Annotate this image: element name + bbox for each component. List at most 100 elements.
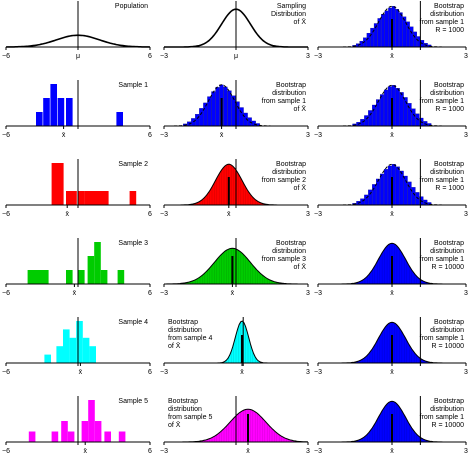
bar-s1-5	[116, 112, 123, 126]
bar-bs-r3-6	[376, 178, 381, 206]
bar-bs-r1-12	[395, 9, 400, 48]
tick-label-s4-2: 6	[148, 369, 152, 376]
bar-bs-r1-16	[409, 26, 414, 48]
label-bs5-3: of X̄	[168, 421, 181, 429]
bar-bs1-12	[231, 95, 236, 127]
tick-label-s3-0: −6	[2, 290, 10, 297]
panel-s5: −6 x̄ 6 Sample 5	[2, 396, 152, 455]
tick-label-bs-r1-0: −3	[314, 53, 322, 60]
tick-label-s4-0: −6	[2, 369, 10, 376]
tick-label-bs2-1: x̄	[227, 211, 231, 218]
bar-bs-r1-9	[384, 10, 389, 48]
bar-s5-8	[118, 431, 126, 442]
tick-label-bs4-2: 3	[306, 369, 310, 376]
tick-label-bs1-1: x̄	[220, 132, 224, 139]
label-bs1-0: Bootstrap	[276, 82, 306, 89]
label-bs-r5-2: from sample 1	[420, 335, 464, 342]
tick-label-pop-0: −6	[2, 53, 10, 60]
bar-bs1-7	[211, 91, 216, 127]
bar-s2-3	[84, 191, 104, 205]
label-bs-r3-1: distribution	[430, 169, 464, 176]
tick-label-bs1-2: 3	[306, 132, 310, 139]
label-bs1-1: distribution	[272, 90, 306, 97]
tick-label-bs-r4-2: 3	[464, 290, 468, 297]
bar-s4-6	[89, 346, 96, 363]
bar-bs-r1-8	[381, 14, 385, 48]
bar-s3-7	[117, 270, 125, 284]
label-bs2-3: of X̄	[294, 184, 307, 192]
label-bs1-2: from sample 1	[262, 98, 306, 105]
label-bs4-0: Bootstrap	[168, 319, 198, 326]
bar-bs-r2-11	[395, 88, 400, 127]
tick-label-s2-2: 6	[148, 211, 152, 218]
label-bs-r3-0: Bootstrap	[434, 161, 464, 168]
bar-bs-r1-13	[399, 12, 403, 48]
bar-bs-r2-8	[383, 89, 388, 127]
label-bs2-2: from sample 2	[262, 177, 306, 184]
tick-label-samp-1: μ	[234, 53, 238, 60]
bar-bs1-2	[191, 118, 196, 127]
label-bs5-2: from sample 5	[168, 414, 212, 421]
label-bs-r1-1: distribution	[430, 11, 464, 18]
bar-s2-4	[102, 191, 109, 205]
bar-bs-r2-6	[376, 99, 381, 127]
tick-label-bs-r1-2: 3	[464, 53, 468, 60]
bar-bs-r2-7	[380, 94, 384, 127]
bar-s3-5	[94, 242, 101, 284]
label-bs-r4-2: from sample 1	[420, 256, 464, 263]
label-bs-r6-2: from sample 1	[420, 414, 464, 421]
bar-bs-r2-15	[411, 108, 416, 127]
bar-s4-2	[63, 329, 70, 363]
bar-bs1-10	[223, 86, 228, 127]
bar-s2-0	[51, 163, 64, 205]
bar-s5-5	[88, 400, 95, 442]
bar-s5-6	[94, 421, 102, 442]
label-bs-r4-0: Bootstrap	[434, 240, 464, 247]
tick-label-bs-r3-2: 3	[464, 211, 468, 218]
panel-s4: −6 x̄ 6 Sample 4	[2, 317, 152, 376]
tick-label-bs-r6-2: 3	[464, 448, 468, 455]
label-bs-r3-2: from sample 1	[420, 177, 464, 184]
area-bs4	[164, 321, 308, 363]
bar-bs-r2-5	[372, 104, 377, 127]
tick-label-bs2-0: −3	[160, 211, 168, 218]
tick-label-bs5-1: x̄	[246, 448, 250, 455]
panel-s1: −6 x̄ 6 Sample 1	[2, 80, 152, 139]
tick-label-bs-r3-1: x̄	[390, 211, 394, 218]
bar-s2-1	[66, 191, 77, 205]
bar-bs-r3-15	[411, 187, 416, 206]
tick-label-bs4-1: x̄	[240, 369, 244, 376]
label-bs2-1: distribution	[272, 169, 306, 176]
tick-label-bs-r2-2: 3	[464, 132, 468, 139]
tick-label-bs3-2: 3	[306, 290, 310, 297]
tick-label-s2-1: x̄	[65, 211, 69, 218]
label-bs-r5-0: Bootstrap	[434, 319, 464, 326]
tick-label-bs4-0: −3	[160, 369, 168, 376]
label-bs-r1-2: from sample 1	[420, 19, 464, 26]
tick-label-bs-r6-0: −3	[314, 448, 322, 455]
bar-s5-1	[51, 431, 59, 442]
bar-bs-r1-4	[366, 32, 371, 48]
bar-s4-5	[82, 337, 90, 363]
tick-label-bs-r4-0: −3	[314, 290, 322, 297]
bar-s3-4	[87, 256, 95, 284]
label-bs3-1: distribution	[272, 248, 306, 255]
bar-s3-1	[42, 270, 49, 284]
tick-label-bs-r6-1: x̄	[390, 448, 394, 455]
label-bs-r5-1: distribution	[430, 327, 464, 334]
label-s4-0: Sample 4	[118, 319, 148, 326]
tick-label-s5-2: 6	[148, 448, 152, 455]
tick-label-s1-2: 6	[148, 132, 152, 139]
panel-s2: −6 x̄ 6 Sample 2	[2, 159, 152, 218]
label-bs-r6-0: Bootstrap	[434, 398, 464, 405]
tick-label-pop-2: 6	[148, 53, 152, 60]
bar-s3-0	[27, 270, 42, 284]
label-bs-r2-0: Bootstrap	[434, 82, 464, 89]
